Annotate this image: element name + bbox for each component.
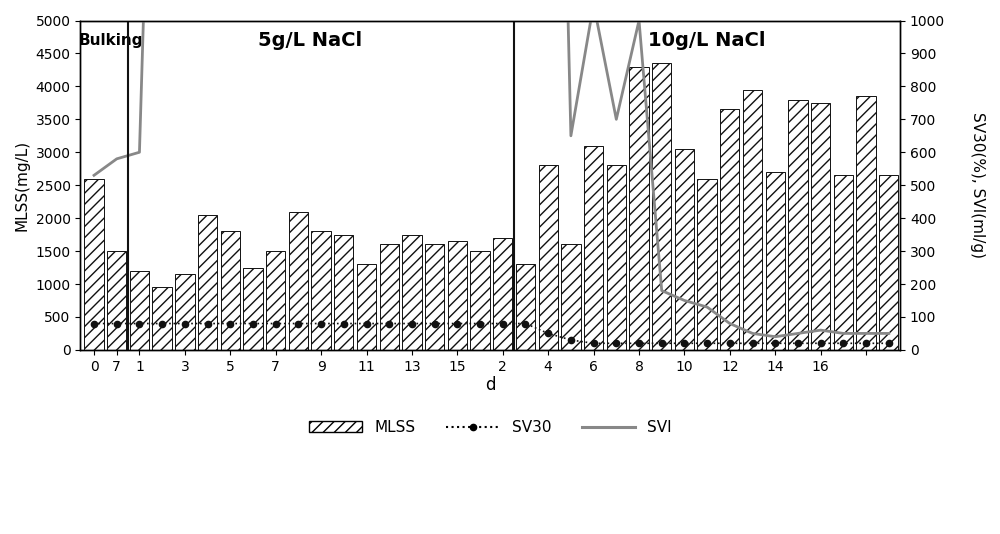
Bar [493,238,512,350]
X-axis label: d: d [485,376,496,395]
Bar [675,149,694,350]
Bar [561,245,581,350]
Bar [311,231,331,350]
Bar [470,251,490,350]
Bar [84,178,104,350]
Text: 5g/L NaCl: 5g/L NaCl [258,31,362,50]
Legend: MLSS, SV30, SVI: MLSS, SV30, SVI [302,414,678,441]
Bar [425,245,444,350]
Bar [243,268,263,350]
Bar [720,109,739,350]
Bar [402,234,422,350]
Text: Bulking: Bulking [79,33,143,48]
Bar [584,146,603,350]
Bar [516,264,535,350]
Bar [743,90,762,350]
Y-axis label: MLSS(mg/L): MLSS(mg/L) [15,139,30,231]
Bar [539,166,558,350]
Bar [811,103,830,350]
Bar [175,274,195,350]
Bar [652,64,671,350]
Bar [152,287,172,350]
Bar [856,96,876,350]
Bar [221,231,240,350]
Bar [607,166,626,350]
Bar [266,251,285,350]
Bar [629,67,649,350]
Y-axis label: SV30(%), SVI(ml/g): SV30(%), SVI(ml/g) [970,112,985,258]
Bar [357,264,376,350]
Bar [697,178,717,350]
Bar [289,211,308,350]
Bar [448,241,467,350]
Text: 10g/L NaCl: 10g/L NaCl [648,31,766,50]
Bar [107,251,126,350]
Bar [334,234,353,350]
Bar [380,245,399,350]
Bar [198,215,217,350]
Bar [766,172,785,350]
Bar [130,271,149,350]
Bar [834,175,853,350]
Bar [879,175,898,350]
Bar [788,99,808,350]
